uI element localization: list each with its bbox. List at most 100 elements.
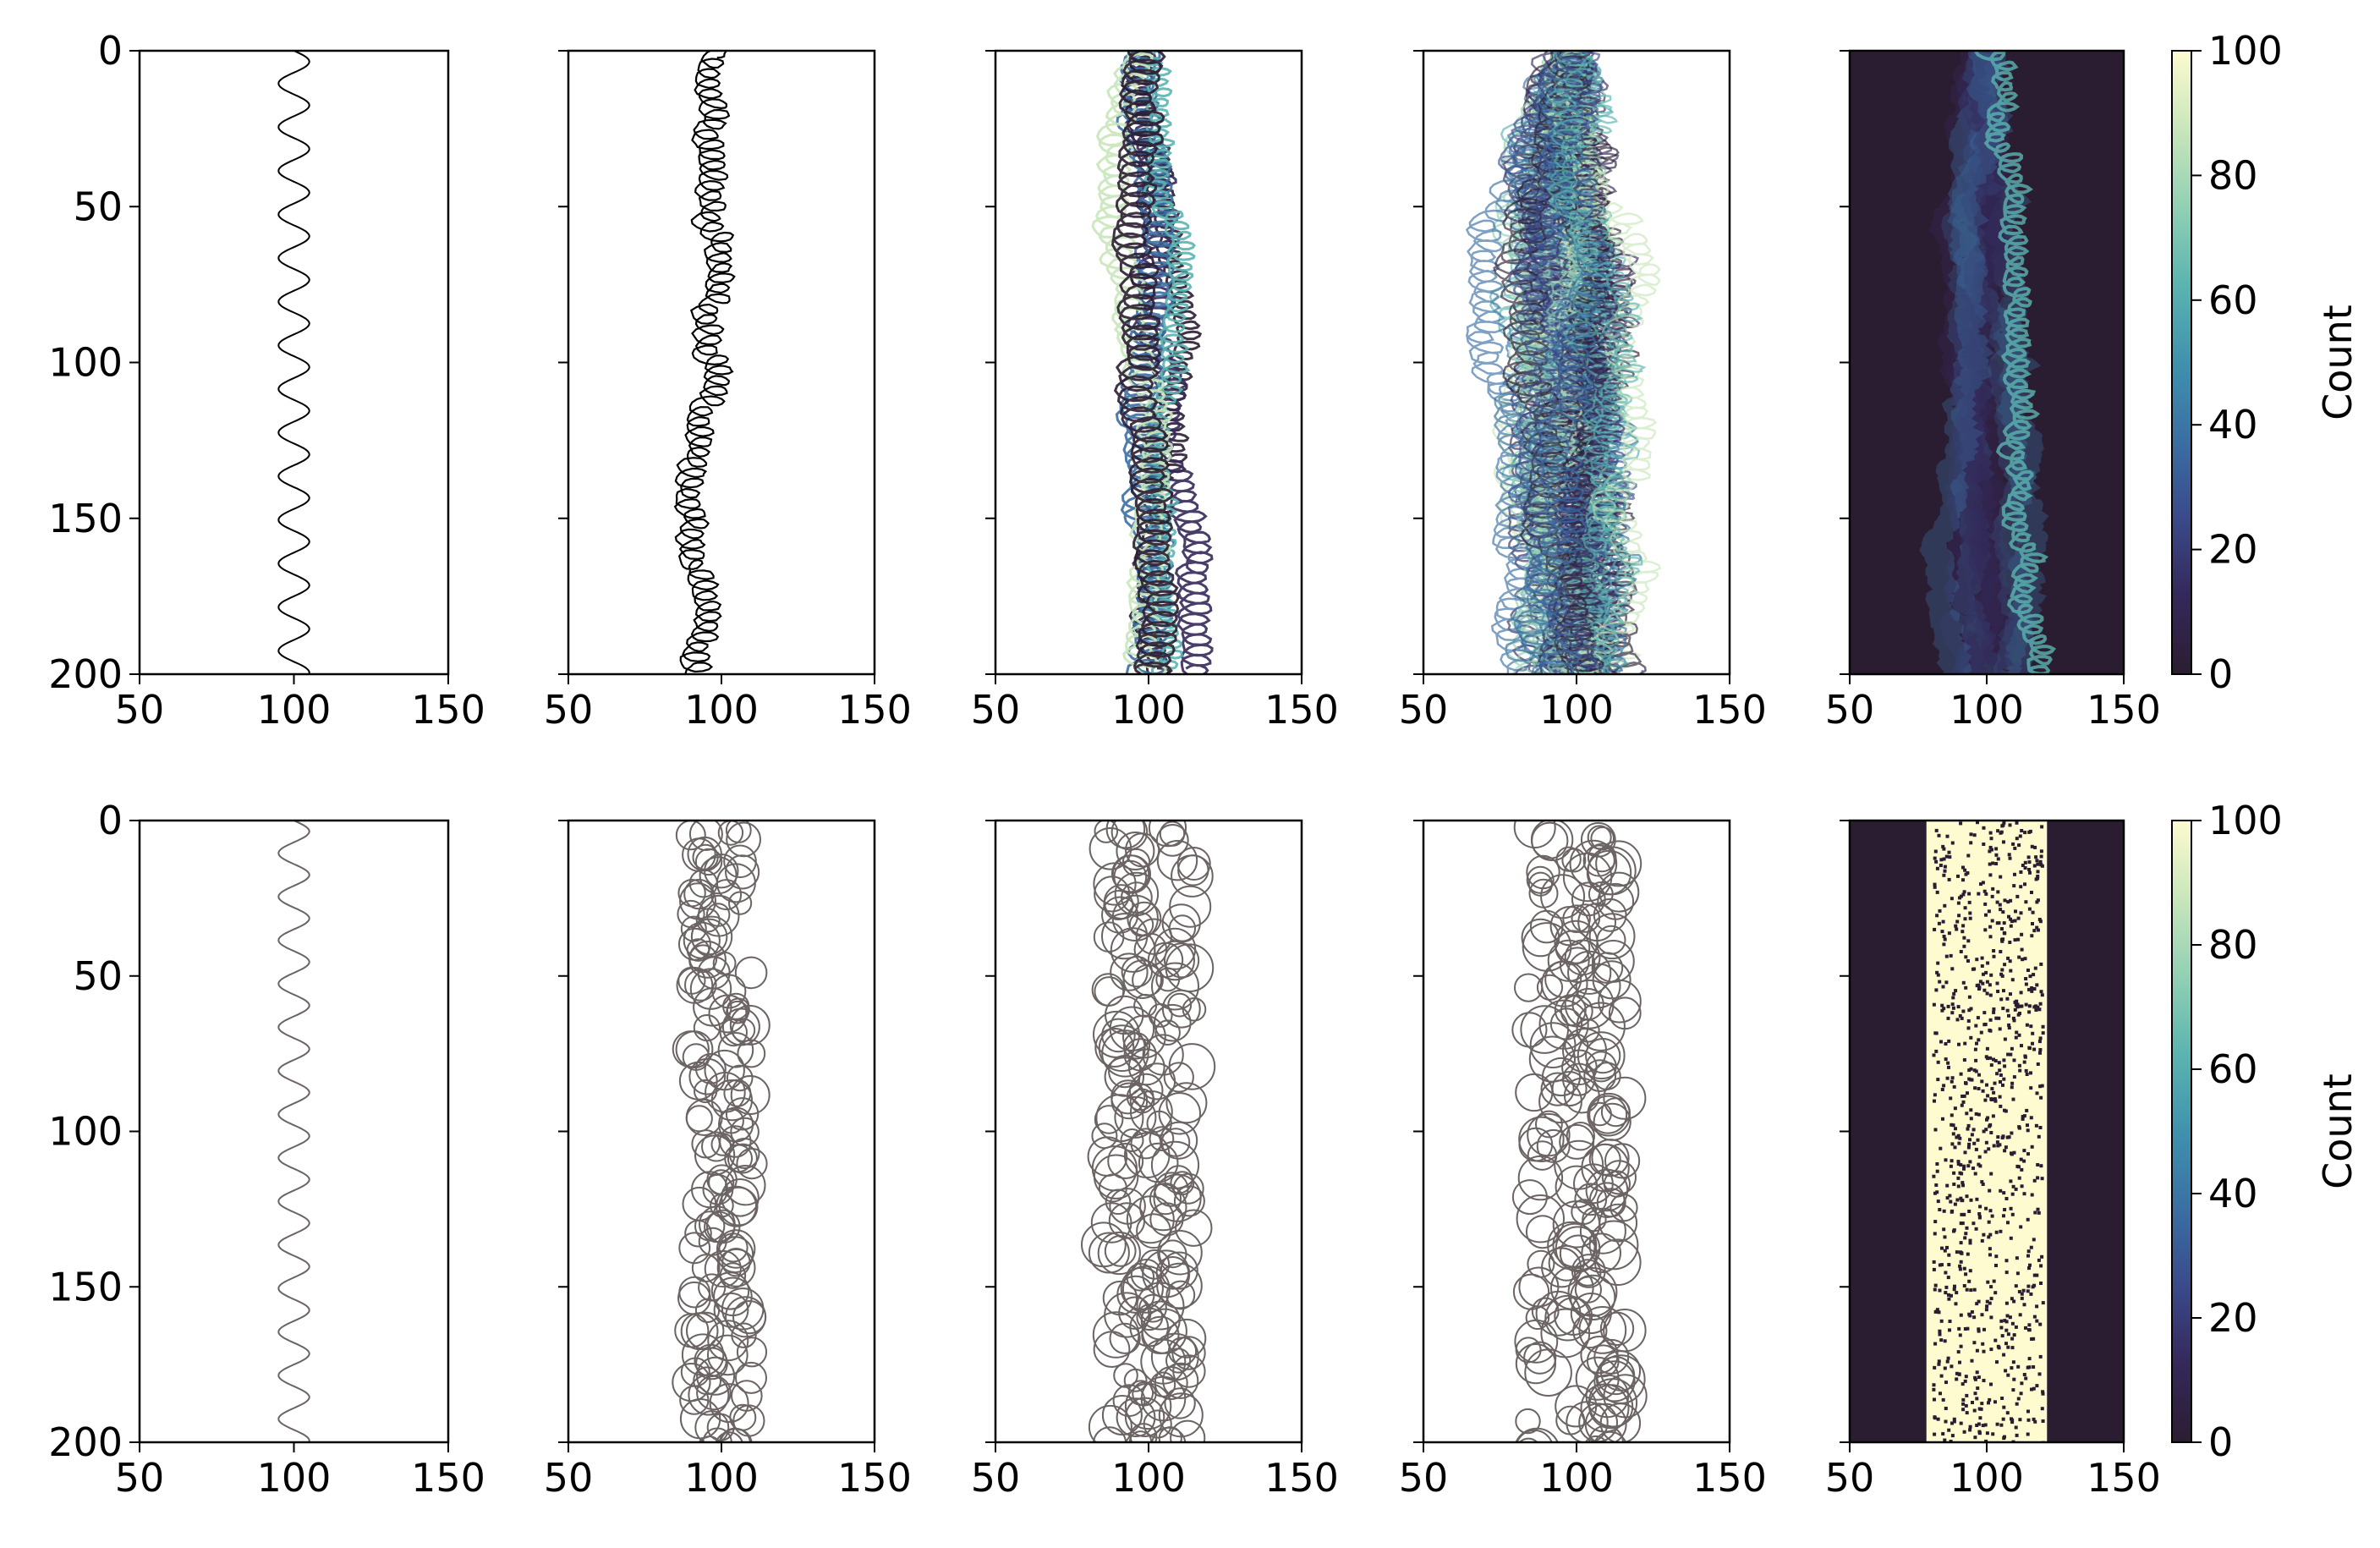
heatmap-cell: [2023, 957, 2027, 961]
heatmap-cell: [1938, 1288, 1942, 1293]
loop-arc: [1548, 1244, 1585, 1282]
heatmap-cell: [1961, 1100, 1966, 1104]
heatmap-cell: [1951, 996, 1955, 1000]
heatmap-cell: [2040, 993, 2044, 997]
heatmap-cell: [1987, 909, 1991, 914]
y-tick-label: 50: [73, 184, 123, 229]
heatmap-cell: [2037, 1134, 2041, 1139]
heatmap-cell: [1992, 1144, 1996, 1148]
heatmap-cell: [2010, 1192, 2015, 1196]
heatmap-cell: [1994, 862, 1999, 865]
heatmap-cell: [1947, 1065, 1950, 1069]
heatmap-cell: [1957, 1141, 1961, 1145]
heatmap-cell: [2032, 1238, 2036, 1242]
heatmap-cell: [2004, 1109, 2008, 1113]
loop-arc: [1092, 1311, 1140, 1359]
heatmap-cell: [1950, 1113, 1954, 1117]
loop-arc: [1111, 894, 1159, 942]
heatmap-cell: [1956, 1176, 1960, 1180]
heatmap-cell: [1960, 1103, 1964, 1107]
heatmap-cell: [2029, 1245, 2033, 1249]
loop-arc: [710, 1271, 750, 1310]
heatmap-cell: [2008, 941, 2012, 944]
loop-arc: [1536, 974, 1564, 1001]
heatmap-cell: [2024, 982, 2028, 986]
heatmap-cell: [1934, 828, 1939, 832]
heatmap-cell: [2012, 1333, 2016, 1337]
heatmap-cell: [1966, 854, 1971, 858]
heatmap-cell: [1949, 1164, 1953, 1168]
heatmap-cell: [1972, 833, 1977, 837]
heatmap-cell: [1988, 831, 1993, 835]
x-tick-label: 50: [1825, 1455, 1875, 1501]
heatmap-cell: [1948, 1194, 1952, 1198]
heatmap-cell: [2010, 1046, 2014, 1051]
loop-arc: [694, 1410, 730, 1442]
heatmap-cell: [2001, 1417, 2005, 1421]
loop-arc: [1562, 904, 1591, 933]
heatmap-cell: [2014, 1187, 2018, 1191]
heatmap-cell: [2030, 891, 2033, 894]
loop-arc: [1531, 821, 1569, 859]
heatmap-cell: [1939, 1338, 1944, 1342]
heatmap-cell: [1973, 1047, 1977, 1051]
heatmap-cell: [2021, 958, 2025, 962]
heatmap-cell: [2037, 1258, 2041, 1262]
heatmap-cell: [1971, 967, 1975, 971]
heatmap-cell: [1942, 857, 1946, 861]
heatmap-cell: [2019, 870, 2023, 874]
panel-1-4: 50 100 150: [1399, 49, 1767, 733]
heatmap-cell: [1967, 1077, 1971, 1081]
heatmap-cell: [1963, 1379, 1967, 1383]
heatmap-cell: [2009, 1179, 2013, 1183]
heatmap-cell: [1936, 1060, 1940, 1064]
heatmap-cell: [1977, 987, 1981, 991]
heatmap-cell: [1991, 1114, 1995, 1118]
heatmap-cell: [2021, 864, 2025, 867]
heatmap-cell: [1944, 1158, 1948, 1162]
loop-arc: [1166, 1318, 1207, 1359]
loop-arc: [1116, 832, 1155, 870]
heatmap-cell: [2017, 955, 2021, 959]
heatmap-cell: [1944, 980, 1949, 985]
heatmap-cell: [2004, 1301, 2009, 1305]
heatmap-cell: [1945, 834, 1950, 838]
heatmap-cell: [1959, 1163, 1963, 1167]
colorbar-label: Count: [2315, 305, 2361, 420]
panel-2-4: 50 100 150: [1399, 819, 1767, 1501]
heatmap-cell: [1956, 1134, 1960, 1138]
heatmap-cell: [2016, 1364, 2021, 1369]
heatmap-cell: [1978, 980, 1982, 984]
heatmap-cell: [1934, 988, 1939, 992]
heatmap-cell: [1959, 1072, 1963, 1076]
heatmap-cell: [1984, 892, 1988, 896]
heatmap-cell: [2013, 938, 2017, 942]
heatmap-cell: [1959, 1260, 1963, 1264]
heatmap-cell: [1970, 1359, 1974, 1363]
heatmap-cell: [1947, 1293, 1950, 1297]
heatmap-cell: [1939, 1040, 1943, 1044]
heatmap-cell: [2023, 860, 2027, 865]
heatmap-cell: [1956, 1005, 1960, 1009]
plot-area: [672, 821, 770, 1442]
heatmap-cell: [1985, 980, 1989, 984]
heatmap-cell: [2038, 919, 2043, 924]
loop-arc: [1149, 1183, 1182, 1216]
colorbar-tick-label: 20: [2208, 527, 2258, 573]
heatmap-cell: [1950, 1293, 1953, 1298]
heatmap-cell: [1956, 901, 1960, 905]
loop-arc: [713, 1292, 749, 1328]
loop-arc: [1129, 1307, 1169, 1348]
loop-arc: [1551, 1071, 1588, 1107]
x-tick-label: 150: [1692, 1455, 1767, 1501]
loop-arc: [1584, 1403, 1627, 1442]
heatmap-cell: [1950, 1364, 1954, 1369]
heatmap-cell: [1981, 1342, 1985, 1346]
heatmap-cell: [2039, 854, 2043, 859]
heatmap-cell: [2006, 1332, 2010, 1337]
heatmap-cell: [1953, 1202, 1957, 1206]
heatmap-cell: [1989, 1315, 1993, 1320]
heatmap-cell: [2032, 929, 2037, 933]
heatmap-cell: [1949, 1096, 1953, 1101]
x-tick-label: 100: [1950, 1455, 2024, 1501]
